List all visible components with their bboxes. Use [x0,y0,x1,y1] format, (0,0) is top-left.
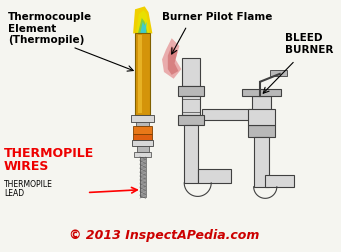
Bar [265,175,294,187]
Bar [178,86,204,96]
Bar [178,115,204,125]
Polygon shape [168,46,178,75]
Bar [138,35,142,113]
Text: Thermocouple: Thermocouple [8,12,92,22]
Text: WIRES: WIRES [4,160,49,173]
Text: LEAD: LEAD [4,189,24,198]
Bar [252,96,271,125]
Bar [270,70,287,76]
Polygon shape [162,38,181,79]
Bar [198,169,232,183]
Text: BURNER: BURNER [284,45,333,55]
Bar [182,96,199,115]
Bar [137,146,149,152]
Bar [134,152,151,157]
Bar [184,125,198,183]
Text: BLEED: BLEED [284,34,322,43]
Text: Element: Element [8,24,56,34]
Bar [248,125,275,137]
Bar [254,137,269,187]
Bar [132,140,153,146]
Bar [135,34,150,115]
Text: © 2013 InspectAPedia.com: © 2013 InspectAPedia.com [69,229,259,242]
Polygon shape [133,6,152,34]
Bar [131,115,154,122]
Text: Burner Pilot Flame: Burner Pilot Flame [162,12,272,22]
Bar [140,157,146,197]
Bar [242,89,281,96]
Bar [133,134,152,140]
Bar [140,157,146,197]
Bar [133,126,152,134]
Bar [202,109,256,120]
Bar [248,109,275,125]
Text: THERMOPILE: THERMOPILE [4,180,53,189]
Text: THERMOPILE: THERMOPILE [4,147,94,160]
Text: (Thermopile): (Thermopile) [8,35,84,45]
Polygon shape [138,18,148,34]
Polygon shape [136,10,149,34]
Bar [182,57,199,86]
Polygon shape [140,22,147,35]
Bar [136,122,149,126]
